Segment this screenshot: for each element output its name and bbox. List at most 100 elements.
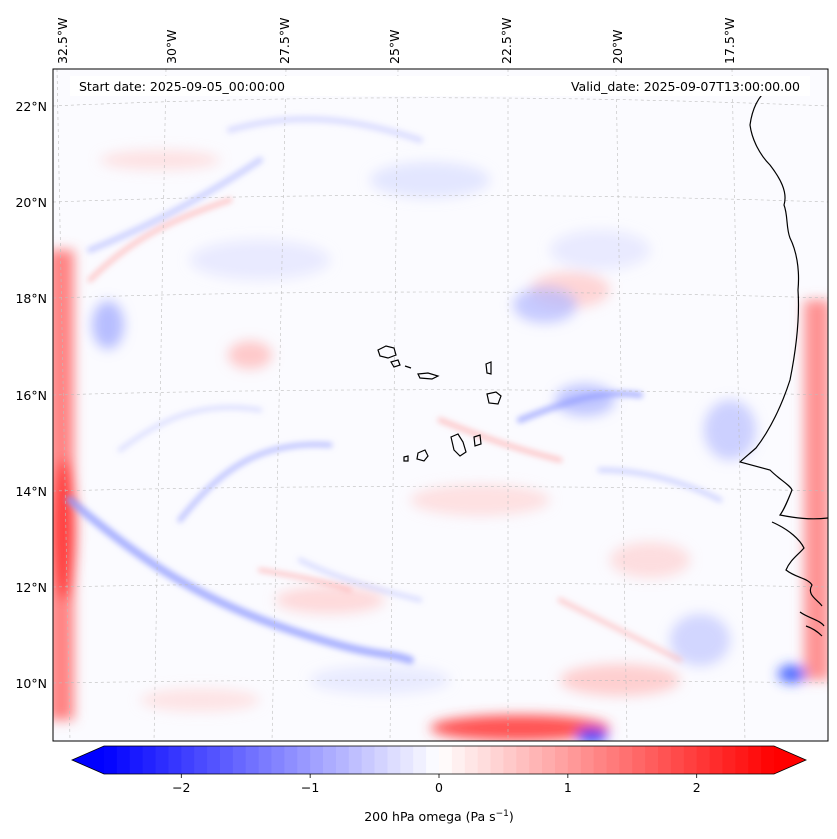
longitude-labels: 32.5°W 30°W 27.5°W 25°W 22.5°W 20°W 17.5… <box>55 18 737 64</box>
colorbar-cell <box>645 746 659 774</box>
colorbar-tick-label: 1 <box>564 780 572 795</box>
colorbar-cell <box>696 746 711 774</box>
colorbar-cell <box>748 746 762 774</box>
annotation-banner <box>70 76 810 96</box>
colorbar-cell <box>413 746 427 774</box>
colorbar-outline <box>71 745 807 775</box>
colorbar-cell <box>297 746 311 774</box>
colorbar-cell <box>181 746 195 774</box>
colorbar-cell <box>284 746 298 774</box>
colorbar-cell <box>323 746 337 774</box>
colorbar-cell <box>387 746 401 774</box>
colorbar-cell <box>761 746 775 774</box>
lat-label-16n: 16°N <box>15 388 47 403</box>
island-santo-antao <box>377 345 397 359</box>
lon-label-22-5w: 22.5°W <box>499 18 514 64</box>
lat-label-18n: 18°N <box>15 291 47 306</box>
island-fogo <box>416 449 429 462</box>
valid-date-annotation: Valid_date: 2025-09-07T13:00:00.00 <box>571 79 800 94</box>
colorbar-cell <box>658 746 672 774</box>
lat-label-20n: 20°N <box>15 195 47 210</box>
lat-label-10n: 10°N <box>15 676 47 691</box>
colorbar-cell <box>426 746 440 774</box>
colorbar-cell <box>683 746 698 774</box>
colorbar-cell <box>129 746 144 774</box>
lat-label-22n: 22°N <box>15 99 47 114</box>
colorbar-cell <box>348 746 363 774</box>
colorbar-cell <box>554 746 569 774</box>
lon-label-25w: 25°W <box>387 29 402 64</box>
colorbar-cell <box>232 746 247 774</box>
colorbar-tick-label: 0 <box>435 780 443 795</box>
colorbar-cell <box>104 746 118 774</box>
colorbar-cell <box>271 746 285 774</box>
colorbar-extend-min <box>72 746 104 774</box>
colorbar-cell <box>310 746 324 774</box>
lon-label-32-5w: 32.5°W <box>55 18 70 64</box>
lat-label-12n: 12°N <box>15 580 47 595</box>
start-date-annotation: Start date: 2025-09-05_00:00:00 <box>79 79 285 94</box>
colorbar-tick-label: −1 <box>301 780 319 795</box>
colorbar-cell <box>335 746 350 774</box>
coastlines <box>377 87 828 637</box>
lon-label-20w: 20°W <box>610 29 625 64</box>
colorbar-ticks: −2 −1 0 1 2 <box>172 774 701 795</box>
colorbar-cell <box>207 746 221 774</box>
map-frame <box>52 68 829 742</box>
latitude-labels: 22°N 20°N 18°N 16°N 14°N 12°N 10°N <box>15 99 47 691</box>
colorbar-cell <box>168 746 182 774</box>
colorbar-cell <box>477 746 492 774</box>
colorbar-label-main: 200 hPa omega (Pa s <box>364 809 495 824</box>
colorbar-cell <box>116 746 131 774</box>
colorbar-cell <box>400 746 414 774</box>
island-sal <box>485 361 492 375</box>
island-boa-vista <box>486 391 502 405</box>
colorbar-cell <box>464 746 479 774</box>
island-maio <box>473 434 482 447</box>
colorbar-cell <box>516 746 530 774</box>
island-sao-vicente <box>390 359 401 368</box>
colorbar-cell <box>155 746 170 774</box>
lon-label-17-5w: 17.5°W <box>722 18 737 64</box>
colorbar-cell <box>194 746 208 774</box>
colorbar-tick-label: −2 <box>172 780 190 795</box>
colorbar-tick-label: 2 <box>693 780 701 795</box>
colorbar-cell <box>490 746 505 774</box>
island-brava <box>403 455 409 462</box>
lon-label-27-5w: 27.5°W <box>277 18 292 64</box>
colorbar: −2 −1 0 1 2 200 hPa omega (Pa s−1) <box>71 745 807 824</box>
colorbar-label: 200 hPa omega (Pa s−1) <box>364 809 514 824</box>
colorbar-cell <box>503 746 517 774</box>
island-sao-nicolau <box>417 372 440 380</box>
colorbar-cell <box>722 746 736 774</box>
colorbar-cell <box>593 746 608 774</box>
colorbar-cell <box>709 746 724 774</box>
colorbar-cell <box>619 746 633 774</box>
colorbar-label-close: ) <box>509 809 514 824</box>
colorbar-cell <box>580 746 595 774</box>
colorbar-cell <box>542 746 556 774</box>
colorbar-cell <box>219 746 234 774</box>
omega-field <box>53 116 828 741</box>
colorbar-label-exponent: −1 <box>496 809 509 819</box>
lon-label-30w: 30°W <box>164 29 179 64</box>
colorbar-cell <box>735 746 749 774</box>
island-santa-luzia <box>404 365 412 369</box>
colorbar-extend-max <box>774 746 806 774</box>
colorbar-cell <box>361 746 376 774</box>
colorbar-cell <box>606 746 620 774</box>
island-santiago <box>450 433 467 457</box>
colorbar-cell <box>670 746 685 774</box>
colorbar-cell <box>258 746 273 774</box>
colorbar-cells <box>72 746 806 774</box>
colorbar-cell <box>632 746 646 774</box>
colorbar-cell <box>142 746 157 774</box>
colorbar-cell <box>529 746 543 774</box>
colorbar-cell <box>567 746 582 774</box>
colorbar-cell <box>245 746 260 774</box>
colorbar-cell <box>451 746 466 774</box>
colorbar-cell <box>439 746 453 774</box>
lat-label-14n: 14°N <box>15 484 47 499</box>
colorbar-cell <box>374 746 389 774</box>
